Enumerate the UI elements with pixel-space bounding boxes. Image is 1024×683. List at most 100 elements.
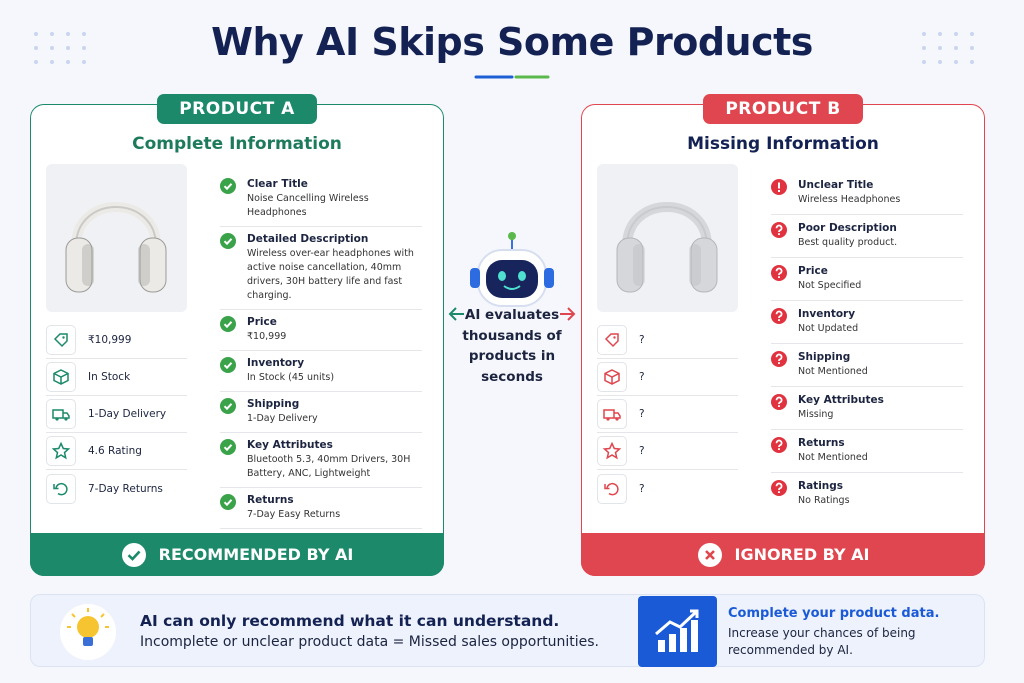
quick-facts: ????? — [597, 322, 738, 507]
check-detail: 1-Day Delivery — [247, 413, 318, 424]
check-label: Detailed Description — [247, 233, 369, 245]
fact-icon — [597, 436, 627, 466]
check-label: Shipping — [798, 351, 851, 363]
check-detail: Best quality product. — [798, 237, 898, 248]
check-icon — [220, 494, 236, 510]
fact-glyph — [604, 482, 619, 495]
fact-text: ? — [639, 482, 645, 495]
check-glyph — [220, 398, 236, 414]
growth-icon — [655, 609, 699, 652]
check-item: Clear Title Noise Cancelling Wireless Hea… — [220, 172, 422, 227]
check-icon — [220, 439, 236, 455]
bottom-message: AI can only recommend what it can unders… — [140, 612, 560, 630]
fact-glyph — [604, 333, 619, 348]
card-heading: Complete Information — [132, 134, 342, 154]
check-text: Poor Description Best quality product. — [798, 221, 897, 250]
check-label: Inventory — [798, 308, 856, 320]
check-icon — [220, 178, 236, 194]
check-detail: Wireless Headphones — [798, 194, 901, 205]
check-icon — [220, 398, 236, 414]
fact-icon — [46, 436, 76, 466]
check-glyph — [771, 394, 787, 410]
fact-glyph — [604, 369, 620, 385]
check-item: Price Not Specified — [771, 258, 963, 301]
check-text: Unclear Title Wireless Headphones — [798, 178, 900, 207]
headphones-image — [65, 202, 167, 293]
footer-glyph — [697, 542, 722, 567]
checklist: Unclear Title Wireless Headphones Poor Des… — [771, 172, 963, 515]
check-text: Key Attributes Bluetooth 5.3, 40mm Driver… — [247, 438, 422, 481]
footer-text: RECOMMENDED BY AI — [158, 545, 354, 564]
check-glyph — [220, 439, 236, 455]
check-detail: ₹10,999 — [247, 331, 287, 342]
cta-icon-box — [638, 596, 717, 667]
check-item: Key Attributes Missing — [771, 387, 963, 430]
quick-fact: In Stock — [46, 359, 187, 396]
bulb-icon — [60, 604, 116, 660]
bottom-sub: Incomplete or unclear product data = Mis… — [140, 634, 599, 650]
check-detail: In Stock (45 units) — [247, 372, 335, 383]
product-badge: PRODUCT A — [157, 94, 317, 124]
fact-text: 1-Day Delivery — [88, 408, 167, 420]
check-icon — [771, 351, 787, 367]
check-item: Poor Description Best quality product. — [771, 215, 963, 258]
fact-icon — [46, 325, 76, 355]
check-label: Returns — [798, 437, 845, 449]
checklist: Clear Title Noise Cancelling Wireless Hea… — [220, 172, 422, 559]
check-item: Ratings No Ratings — [771, 473, 963, 515]
check-label: Shipping — [247, 398, 300, 410]
fact-icon — [597, 362, 627, 392]
check-text: Inventory In Stock (45 units) — [247, 356, 334, 385]
check-icon — [771, 222, 787, 238]
quick-fact: 1-Day Delivery — [46, 396, 187, 433]
check-item: Inventory Not Updated — [771, 301, 963, 344]
check-glyph — [771, 437, 787, 453]
check-text: Clear Title Noise Cancelling Wireless Hea… — [247, 177, 422, 220]
check-item: Key Attributes Bluetooth 5.3, 40mm Driver… — [220, 433, 422, 488]
cta-title: Complete your product data. — [728, 606, 940, 621]
fact-glyph — [51, 441, 71, 460]
footer-icon — [697, 542, 723, 568]
check-item: Returns Not Mentioned — [771, 430, 963, 473]
check-glyph — [771, 265, 787, 281]
check-glyph — [220, 357, 236, 373]
check-detail: Not Mentioned — [798, 452, 868, 463]
check-text: Inventory Not Updated — [798, 307, 858, 336]
fact-text: ₹10,999 — [88, 334, 132, 346]
quick-fact: ? — [597, 396, 738, 433]
fact-glyph — [53, 482, 68, 495]
check-detail: 7-Day Easy Returns — [247, 509, 341, 520]
check-icon — [771, 308, 787, 324]
product-badge: PRODUCT B — [703, 94, 863, 124]
check-glyph — [220, 316, 236, 332]
check-item: Returns 7-Day Easy Returns — [220, 488, 422, 529]
check-glyph — [771, 222, 787, 238]
check-text: Shipping Not Mentioned — [798, 350, 868, 379]
fact-glyph — [602, 441, 622, 460]
check-glyph — [220, 178, 236, 194]
quick-fact: ? — [597, 433, 738, 470]
check-detail: No Ratings — [798, 495, 850, 506]
check-item: Detailed Description Wireless over-ear he… — [220, 227, 422, 310]
check-item: Inventory In Stock (45 units) — [220, 351, 422, 392]
check-detail: Not Specified — [798, 280, 862, 291]
check-icon — [220, 357, 236, 373]
check-label: Price — [247, 316, 277, 328]
check-label: Key Attributes — [798, 394, 884, 406]
check-text: Shipping 1-Day Delivery — [247, 397, 318, 426]
quick-fact: 4.6 Rating — [46, 433, 187, 470]
check-text: Price ₹10,999 — [247, 315, 286, 344]
fact-text: ? — [639, 408, 645, 420]
fact-text: 4.6 Rating — [88, 445, 142, 457]
check-item: Price ₹10,999 — [220, 310, 422, 351]
check-detail: Not Updated — [798, 323, 859, 334]
fact-glyph — [53, 369, 69, 385]
product-image — [46, 164, 187, 312]
ai-note: AI evaluates thousands of products in se… — [462, 307, 562, 385]
quick-fact: 7-Day Returns — [46, 470, 187, 507]
check-text: Detailed Description Wireless over-ear he… — [247, 232, 422, 303]
check-detail: Missing — [798, 409, 834, 420]
card-heading: Missing Information — [687, 134, 879, 154]
check-icon — [771, 437, 787, 453]
